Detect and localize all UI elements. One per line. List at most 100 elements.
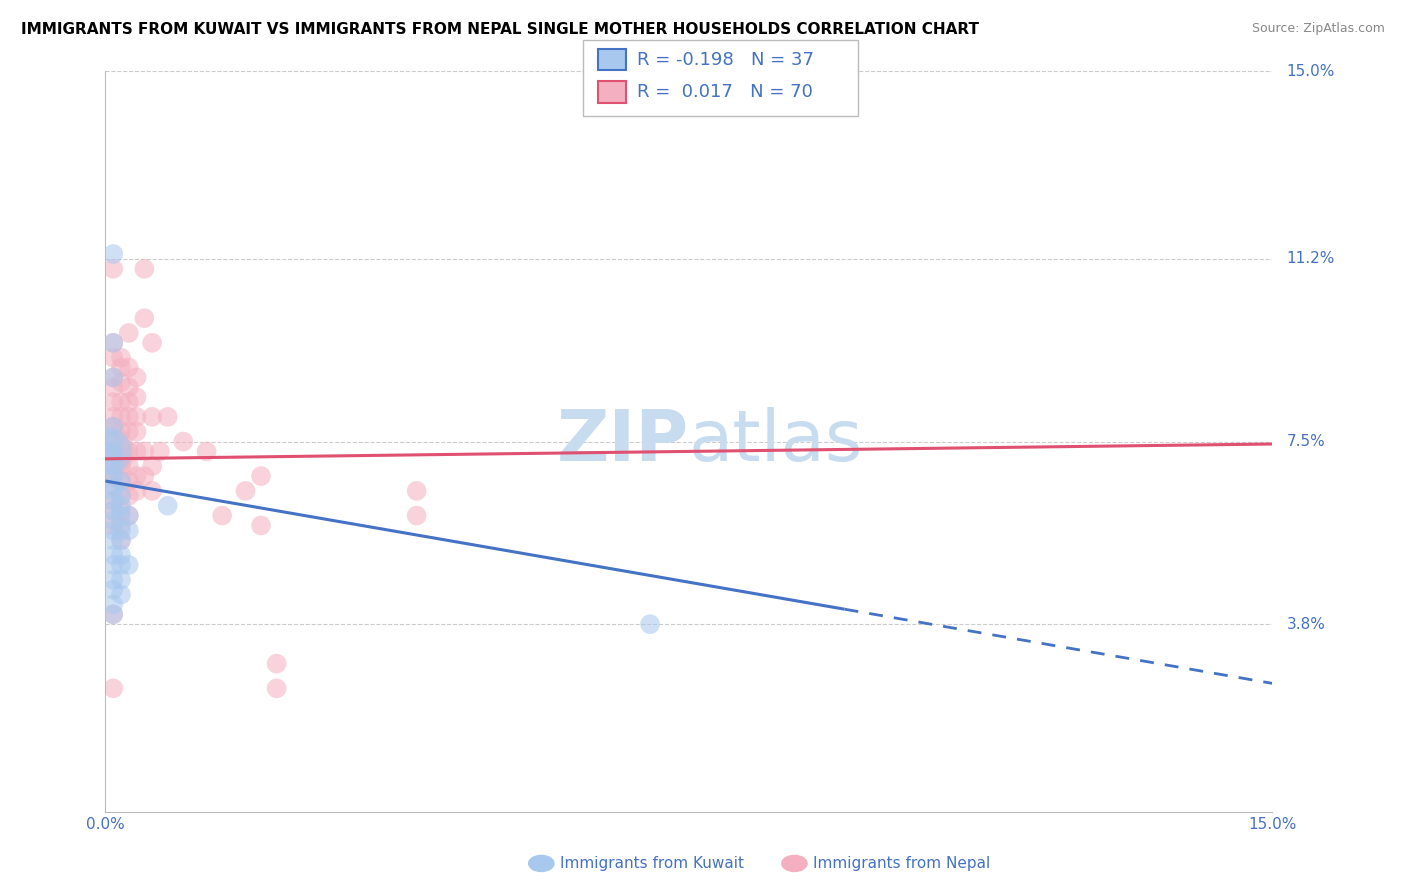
Point xyxy=(118,360,141,375)
Text: 7.5%: 7.5% xyxy=(1286,434,1326,449)
Point xyxy=(118,444,141,458)
Point xyxy=(110,558,132,572)
Point xyxy=(103,503,125,517)
Point xyxy=(110,450,132,464)
Point xyxy=(103,395,125,409)
Text: IMMIGRANTS FROM KUWAIT VS IMMIGRANTS FROM NEPAL SINGLE MOTHER HOUSEHOLDS CORRELA: IMMIGRANTS FROM KUWAIT VS IMMIGRANTS FRO… xyxy=(21,22,979,37)
Point xyxy=(110,499,132,513)
Point xyxy=(266,657,288,671)
Point xyxy=(250,518,273,533)
Point xyxy=(134,469,156,483)
Point xyxy=(103,607,125,622)
Point xyxy=(110,440,132,454)
Point xyxy=(110,588,132,602)
Point xyxy=(103,444,125,458)
Point xyxy=(103,548,125,562)
Text: R = -0.198   N = 37: R = -0.198 N = 37 xyxy=(637,51,814,69)
Point xyxy=(103,607,125,622)
Point xyxy=(118,326,141,340)
Point xyxy=(103,681,125,696)
Point xyxy=(103,514,125,528)
Point xyxy=(110,503,132,517)
Point xyxy=(110,518,132,533)
Point xyxy=(118,395,141,409)
Point xyxy=(103,493,125,508)
Point xyxy=(103,503,125,517)
Point xyxy=(110,459,132,474)
Point xyxy=(103,524,125,538)
Point xyxy=(110,409,132,424)
Point xyxy=(103,582,125,597)
Point xyxy=(103,493,125,508)
Point xyxy=(141,483,163,498)
Point xyxy=(118,380,141,394)
Point xyxy=(110,376,132,390)
Point xyxy=(103,573,125,587)
Point xyxy=(103,419,125,434)
Text: atlas: atlas xyxy=(689,407,863,476)
Text: R =  0.017   N = 70: R = 0.017 N = 70 xyxy=(637,83,813,101)
Point xyxy=(97,444,120,458)
Point xyxy=(110,508,132,523)
Point xyxy=(134,311,156,326)
Point xyxy=(141,459,163,474)
Point xyxy=(250,469,273,483)
Point xyxy=(110,360,132,375)
Point xyxy=(118,425,141,439)
Point xyxy=(195,444,218,458)
Point xyxy=(125,409,148,424)
Text: 15.0%: 15.0% xyxy=(1286,64,1334,78)
Point xyxy=(103,459,125,474)
Point xyxy=(156,409,179,424)
Point xyxy=(638,617,661,632)
Text: Immigrants from Kuwait: Immigrants from Kuwait xyxy=(560,856,744,871)
Point xyxy=(97,444,120,458)
Point xyxy=(103,351,125,365)
Text: Immigrants from Nepal: Immigrants from Nepal xyxy=(813,856,990,871)
Point xyxy=(103,483,125,498)
Point xyxy=(118,508,141,523)
Point xyxy=(141,335,163,350)
Point xyxy=(118,459,141,474)
Point xyxy=(110,573,132,587)
Point xyxy=(103,558,125,572)
Point xyxy=(103,533,125,548)
Point xyxy=(103,247,125,261)
Point xyxy=(118,409,141,424)
Point xyxy=(103,450,125,464)
Point xyxy=(103,450,125,464)
Point xyxy=(103,469,125,483)
Point xyxy=(103,598,125,612)
Point xyxy=(103,409,125,424)
Point xyxy=(125,390,148,404)
Point xyxy=(172,434,194,449)
Point xyxy=(149,444,172,458)
Point xyxy=(110,548,132,562)
Point xyxy=(235,483,257,498)
Point xyxy=(110,474,132,488)
Point xyxy=(141,409,163,424)
Point xyxy=(118,474,141,488)
Text: 11.2%: 11.2% xyxy=(1286,252,1334,267)
Point xyxy=(110,474,132,488)
Point xyxy=(103,479,125,493)
Point xyxy=(103,518,125,533)
Point xyxy=(110,425,132,439)
Point xyxy=(110,489,132,503)
Point xyxy=(110,533,132,548)
Point xyxy=(103,479,125,493)
Point xyxy=(103,370,125,384)
Point xyxy=(110,351,132,365)
Point xyxy=(103,261,125,276)
Point xyxy=(405,508,427,523)
Point xyxy=(125,469,148,483)
Point xyxy=(125,483,148,498)
Point xyxy=(103,335,125,350)
Point xyxy=(405,483,427,498)
Point xyxy=(125,425,148,439)
Text: Source: ZipAtlas.com: Source: ZipAtlas.com xyxy=(1251,22,1385,36)
Point xyxy=(118,508,141,523)
Point xyxy=(110,489,132,503)
Point xyxy=(118,524,141,538)
Point xyxy=(103,434,125,449)
